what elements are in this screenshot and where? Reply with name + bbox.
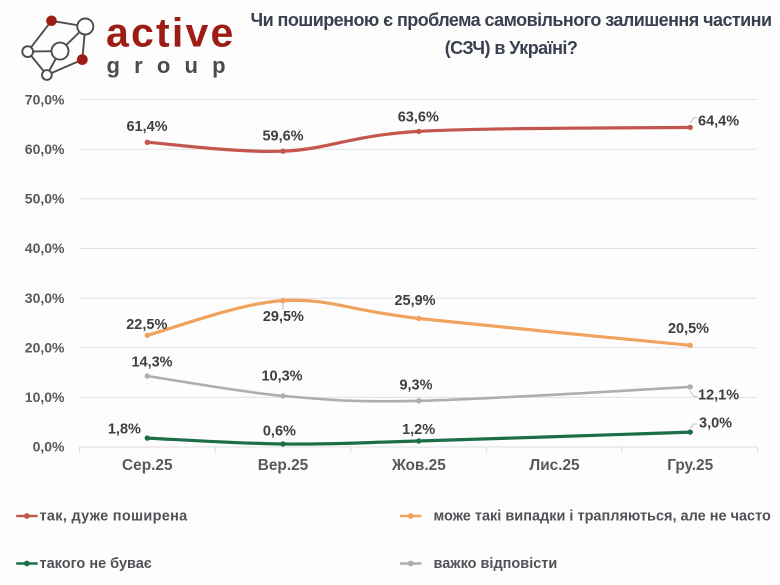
svg-text:20,5%: 20,5% — [668, 321, 709, 337]
svg-text:так, дуже поширена: так, дуже поширена — [40, 509, 189, 525]
svg-text:Сер.25: Сер.25 — [122, 457, 173, 474]
svg-text:9,3%: 9,3% — [399, 378, 432, 394]
svg-text:30,0%: 30,0% — [25, 290, 65, 306]
svg-text:(СЗЧ) в Україні?: (СЗЧ) в Україні? — [445, 38, 578, 58]
svg-text:70,0%: 70,0% — [25, 91, 65, 107]
svg-text:14,3%: 14,3% — [131, 355, 172, 371]
svg-text:1,2%: 1,2% — [402, 422, 435, 438]
svg-text:10,0%: 10,0% — [25, 389, 65, 405]
svg-text:важко відповісти: важко відповісти — [434, 556, 558, 572]
svg-text:Гру.25: Гру.25 — [667, 457, 713, 474]
svg-text:22,5%: 22,5% — [126, 317, 167, 333]
svg-text:29,5%: 29,5% — [263, 309, 304, 325]
svg-text:40,0%: 40,0% — [25, 240, 65, 256]
svg-text:Жов.25: Жов.25 — [391, 457, 446, 474]
svg-text:group: group — [107, 53, 240, 78]
svg-text:Вер.25: Вер.25 — [258, 457, 309, 474]
svg-text:50,0%: 50,0% — [25, 191, 65, 207]
svg-text:63,6%: 63,6% — [398, 110, 439, 126]
svg-text:Чи поширеною є проблема самові: Чи поширеною є проблема самовільного зал… — [251, 10, 772, 30]
svg-text:10,3%: 10,3% — [261, 369, 302, 385]
svg-text:12,1%: 12,1% — [698, 388, 739, 404]
svg-text:такого не буває: такого не буває — [40, 556, 152, 572]
svg-text:Лис.25: Лис.25 — [529, 457, 580, 474]
svg-text:може такі випадки і трапляютьс: може такі випадки і трапляються, але не … — [434, 509, 772, 525]
svg-text:59,6%: 59,6% — [262, 129, 303, 145]
svg-text:3,0%: 3,0% — [699, 416, 732, 432]
svg-text:0,6%: 0,6% — [263, 424, 296, 440]
svg-text:25,9%: 25,9% — [394, 293, 435, 309]
svg-text:64,4%: 64,4% — [698, 114, 739, 130]
svg-text:1,8%: 1,8% — [108, 422, 141, 438]
svg-text:20,0%: 20,0% — [25, 339, 65, 355]
svg-text:active: active — [106, 10, 235, 56]
svg-text:61,4%: 61,4% — [126, 119, 167, 135]
svg-text:60,0%: 60,0% — [25, 141, 65, 157]
svg-text:0,0%: 0,0% — [33, 439, 65, 455]
